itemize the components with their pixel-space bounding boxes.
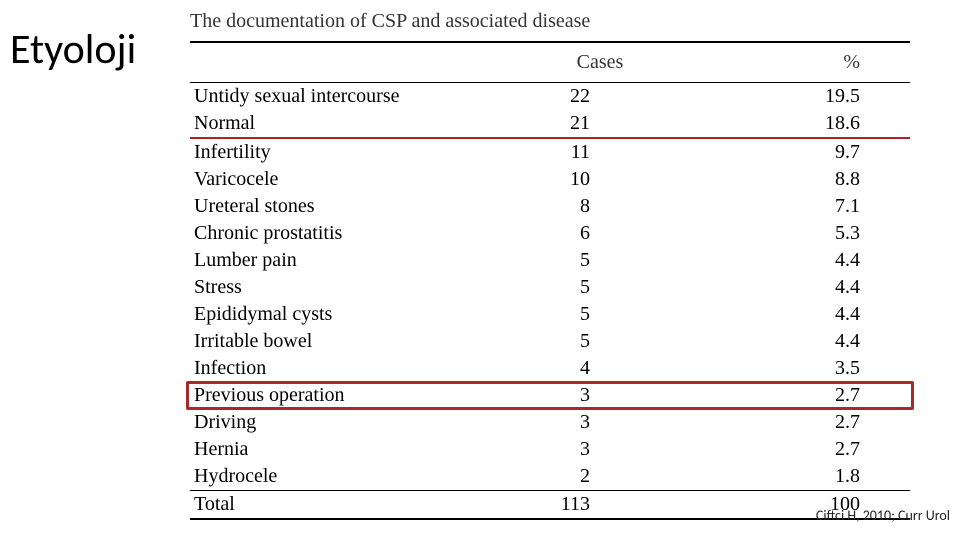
row-cases: 11 — [500, 139, 700, 166]
row-label: Normal — [190, 110, 500, 137]
row-pct: 4.4 — [700, 301, 900, 328]
table-body: Untidy sexual intercourse2219.5Normal211… — [190, 83, 910, 518]
col-label-header — [190, 51, 500, 74]
table-row: Lumber pain54.4 — [190, 247, 910, 274]
table-row: Varicocele108.8 — [190, 166, 910, 193]
row-pct: 9.7 — [700, 139, 900, 166]
row-label: Hydrocele — [190, 463, 500, 490]
table-row: Infection43.5 — [190, 355, 910, 382]
row-label: Previous operation — [190, 382, 500, 409]
row-label: Infertility — [190, 139, 500, 166]
row-label: Epididymal cysts — [190, 301, 500, 328]
table-row: Chronic prostatitis65.3 — [190, 220, 910, 247]
row-pct: 2.7 — [700, 436, 900, 463]
row-label: Ureteral stones — [190, 193, 500, 220]
row-pct: 4.4 — [700, 328, 900, 355]
table-row: Previous operation32.7 — [190, 382, 910, 409]
row-pct: 7.1 — [700, 193, 900, 220]
table-header-row: Cases % — [190, 43, 910, 82]
row-cases: 6 — [500, 220, 700, 247]
row-cases: 4 — [500, 355, 700, 382]
row-pct: 4.4 — [700, 247, 900, 274]
col-pct-header: % — [700, 51, 900, 74]
row-label: Total — [190, 491, 500, 518]
row-cases: 5 — [500, 247, 700, 274]
row-pct: 4.4 — [700, 274, 900, 301]
table-row: Total113100 — [190, 491, 910, 518]
row-cases: 21 — [500, 110, 700, 137]
table-title: The documentation of CSP and associated … — [190, 10, 910, 41]
table-row: Untidy sexual intercourse2219.5 — [190, 83, 910, 110]
col-cases-header: Cases — [500, 51, 700, 74]
table-row: Epididymal cysts54.4 — [190, 301, 910, 328]
table-row: Infertility119.7 — [190, 139, 910, 166]
row-cases: 3 — [500, 409, 700, 436]
row-pct: 2.7 — [700, 382, 900, 409]
row-cases: 113 — [500, 491, 700, 518]
row-cases: 3 — [500, 382, 700, 409]
row-cases: 2 — [500, 463, 700, 490]
row-label: Driving — [190, 409, 500, 436]
table-rule-bottom — [190, 518, 910, 520]
citation-text: Ciftci H, 2010; Curr Urol — [816, 507, 950, 524]
row-label: Hernia — [190, 436, 500, 463]
row-cases: 5 — [500, 301, 700, 328]
row-cases: 5 — [500, 328, 700, 355]
row-label: Untidy sexual intercourse — [190, 83, 500, 110]
row-label: Stress — [190, 274, 500, 301]
row-cases: 3 — [500, 436, 700, 463]
table-row: Normal2118.6 — [190, 110, 910, 139]
row-label: Lumber pain — [190, 247, 500, 274]
table-row: Ureteral stones87.1 — [190, 193, 910, 220]
row-pct: 18.6 — [700, 110, 900, 137]
table-row: Stress54.4 — [190, 274, 910, 301]
table-row: Driving32.7 — [190, 409, 910, 436]
row-cases: 5 — [500, 274, 700, 301]
table-row: Irritable bowel54.4 — [190, 328, 910, 355]
row-pct: 5.3 — [700, 220, 900, 247]
row-pct: 19.5 — [700, 83, 900, 110]
row-label: Chronic prostatitis — [190, 220, 500, 247]
row-label: Varicocele — [190, 166, 500, 193]
csp-table: The documentation of CSP and associated … — [190, 10, 910, 520]
row-label: Infection — [190, 355, 500, 382]
row-pct: 1.8 — [700, 463, 900, 490]
row-cases: 22 — [500, 83, 700, 110]
row-label: Irritable bowel — [190, 328, 500, 355]
row-pct: 3.5 — [700, 355, 900, 382]
row-cases: 10 — [500, 166, 700, 193]
table-row: Hydrocele21.8 — [190, 463, 910, 490]
page-heading: Etyoloji — [10, 24, 136, 75]
row-pct: 2.7 — [700, 409, 900, 436]
row-cases: 8 — [500, 193, 700, 220]
row-pct: 8.8 — [700, 166, 900, 193]
table-row: Hernia32.7 — [190, 436, 910, 463]
